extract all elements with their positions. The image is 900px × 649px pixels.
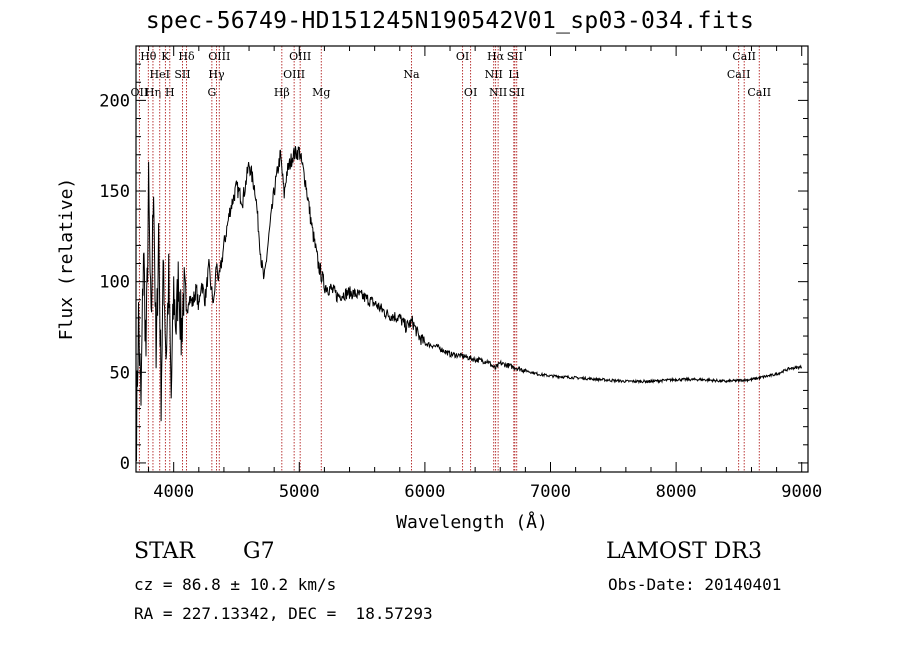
line-marker-label: SII bbox=[509, 86, 525, 99]
line-marker-label: OIII bbox=[289, 50, 311, 63]
x-tick-label: 8000 bbox=[656, 482, 697, 502]
x-axis-title: Wavelength (Å) bbox=[396, 511, 548, 533]
line-marker-label: Na bbox=[403, 68, 420, 81]
line-marker-label: Hα bbox=[487, 50, 505, 63]
line-marker-label: OIII bbox=[208, 50, 230, 63]
y-tick-label: 150 bbox=[99, 182, 130, 202]
object-subclass: G7 bbox=[243, 539, 275, 564]
line-marker-label: NII bbox=[485, 68, 503, 81]
line-marker-label: H bbox=[165, 86, 175, 99]
line-marker-label: K bbox=[161, 50, 170, 63]
page-title: spec-56749-HD151245N190542V01_sp03-034.f… bbox=[145, 8, 755, 34]
line-marker-label: Hβ bbox=[274, 86, 290, 99]
redshift-text: cz = 86.8 ± 10.2 km/s bbox=[134, 575, 337, 594]
y-tick-label: 0 bbox=[120, 454, 130, 474]
y-tick-label: 200 bbox=[99, 91, 130, 111]
line-marker-label: NII bbox=[489, 86, 507, 99]
line-marker-label: OIII bbox=[283, 68, 305, 81]
x-tick-label: 5000 bbox=[279, 482, 320, 502]
line-marker-label: CaII bbox=[727, 68, 751, 81]
y-tick-label: 50 bbox=[110, 363, 130, 383]
plot-frame bbox=[135, 45, 809, 473]
line-marker-label: Mg bbox=[312, 86, 330, 99]
y-axis: 0 50 100 150 200 bbox=[99, 63, 808, 474]
x-tick-label: 9000 bbox=[781, 482, 822, 502]
line-marker-label: Hγ bbox=[208, 68, 225, 81]
survey-name: LAMOST DR3 bbox=[606, 539, 762, 564]
line-marker-label: HeI bbox=[150, 68, 170, 81]
line-marker-label: SII bbox=[507, 50, 523, 63]
obs-date-text: Obs-Date: 20140401 bbox=[608, 575, 782, 594]
line-markers: OII Hθ Hη HeI K H SII Hδ G Hγ OIII Hβ OIII OIII Mg Na OI… bbox=[131, 46, 771, 472]
line-marker-label: Li bbox=[508, 68, 519, 81]
x-tick-label: 4000 bbox=[153, 482, 194, 502]
coordinates-text: RA = 227.13342, DEC = 18.57293 bbox=[134, 604, 433, 623]
line-marker-label: OII bbox=[131, 86, 149, 99]
line-marker-label: G bbox=[207, 86, 216, 99]
object-class: STAR bbox=[134, 539, 195, 564]
line-marker-label: Hη bbox=[145, 86, 161, 99]
line-marker-label: Hδ bbox=[178, 50, 195, 63]
line-marker-label: CaII bbox=[732, 50, 756, 63]
line-marker-label: SII bbox=[174, 68, 190, 81]
line-marker-label: OI bbox=[464, 86, 477, 99]
x-tick-label: 6000 bbox=[404, 482, 445, 502]
x-tick-label: 7000 bbox=[530, 482, 571, 502]
y-tick-label: 100 bbox=[99, 273, 130, 293]
spectrum-line bbox=[135, 146, 803, 462]
line-marker-label: CaII bbox=[747, 86, 771, 99]
line-marker-label: OI bbox=[456, 50, 469, 63]
line-marker-label: Hθ bbox=[140, 50, 157, 63]
y-axis-title: Flux (relative) bbox=[56, 178, 77, 341]
x-axis: 4000 5000 6000 7000 8000 9000 bbox=[148, 46, 822, 502]
